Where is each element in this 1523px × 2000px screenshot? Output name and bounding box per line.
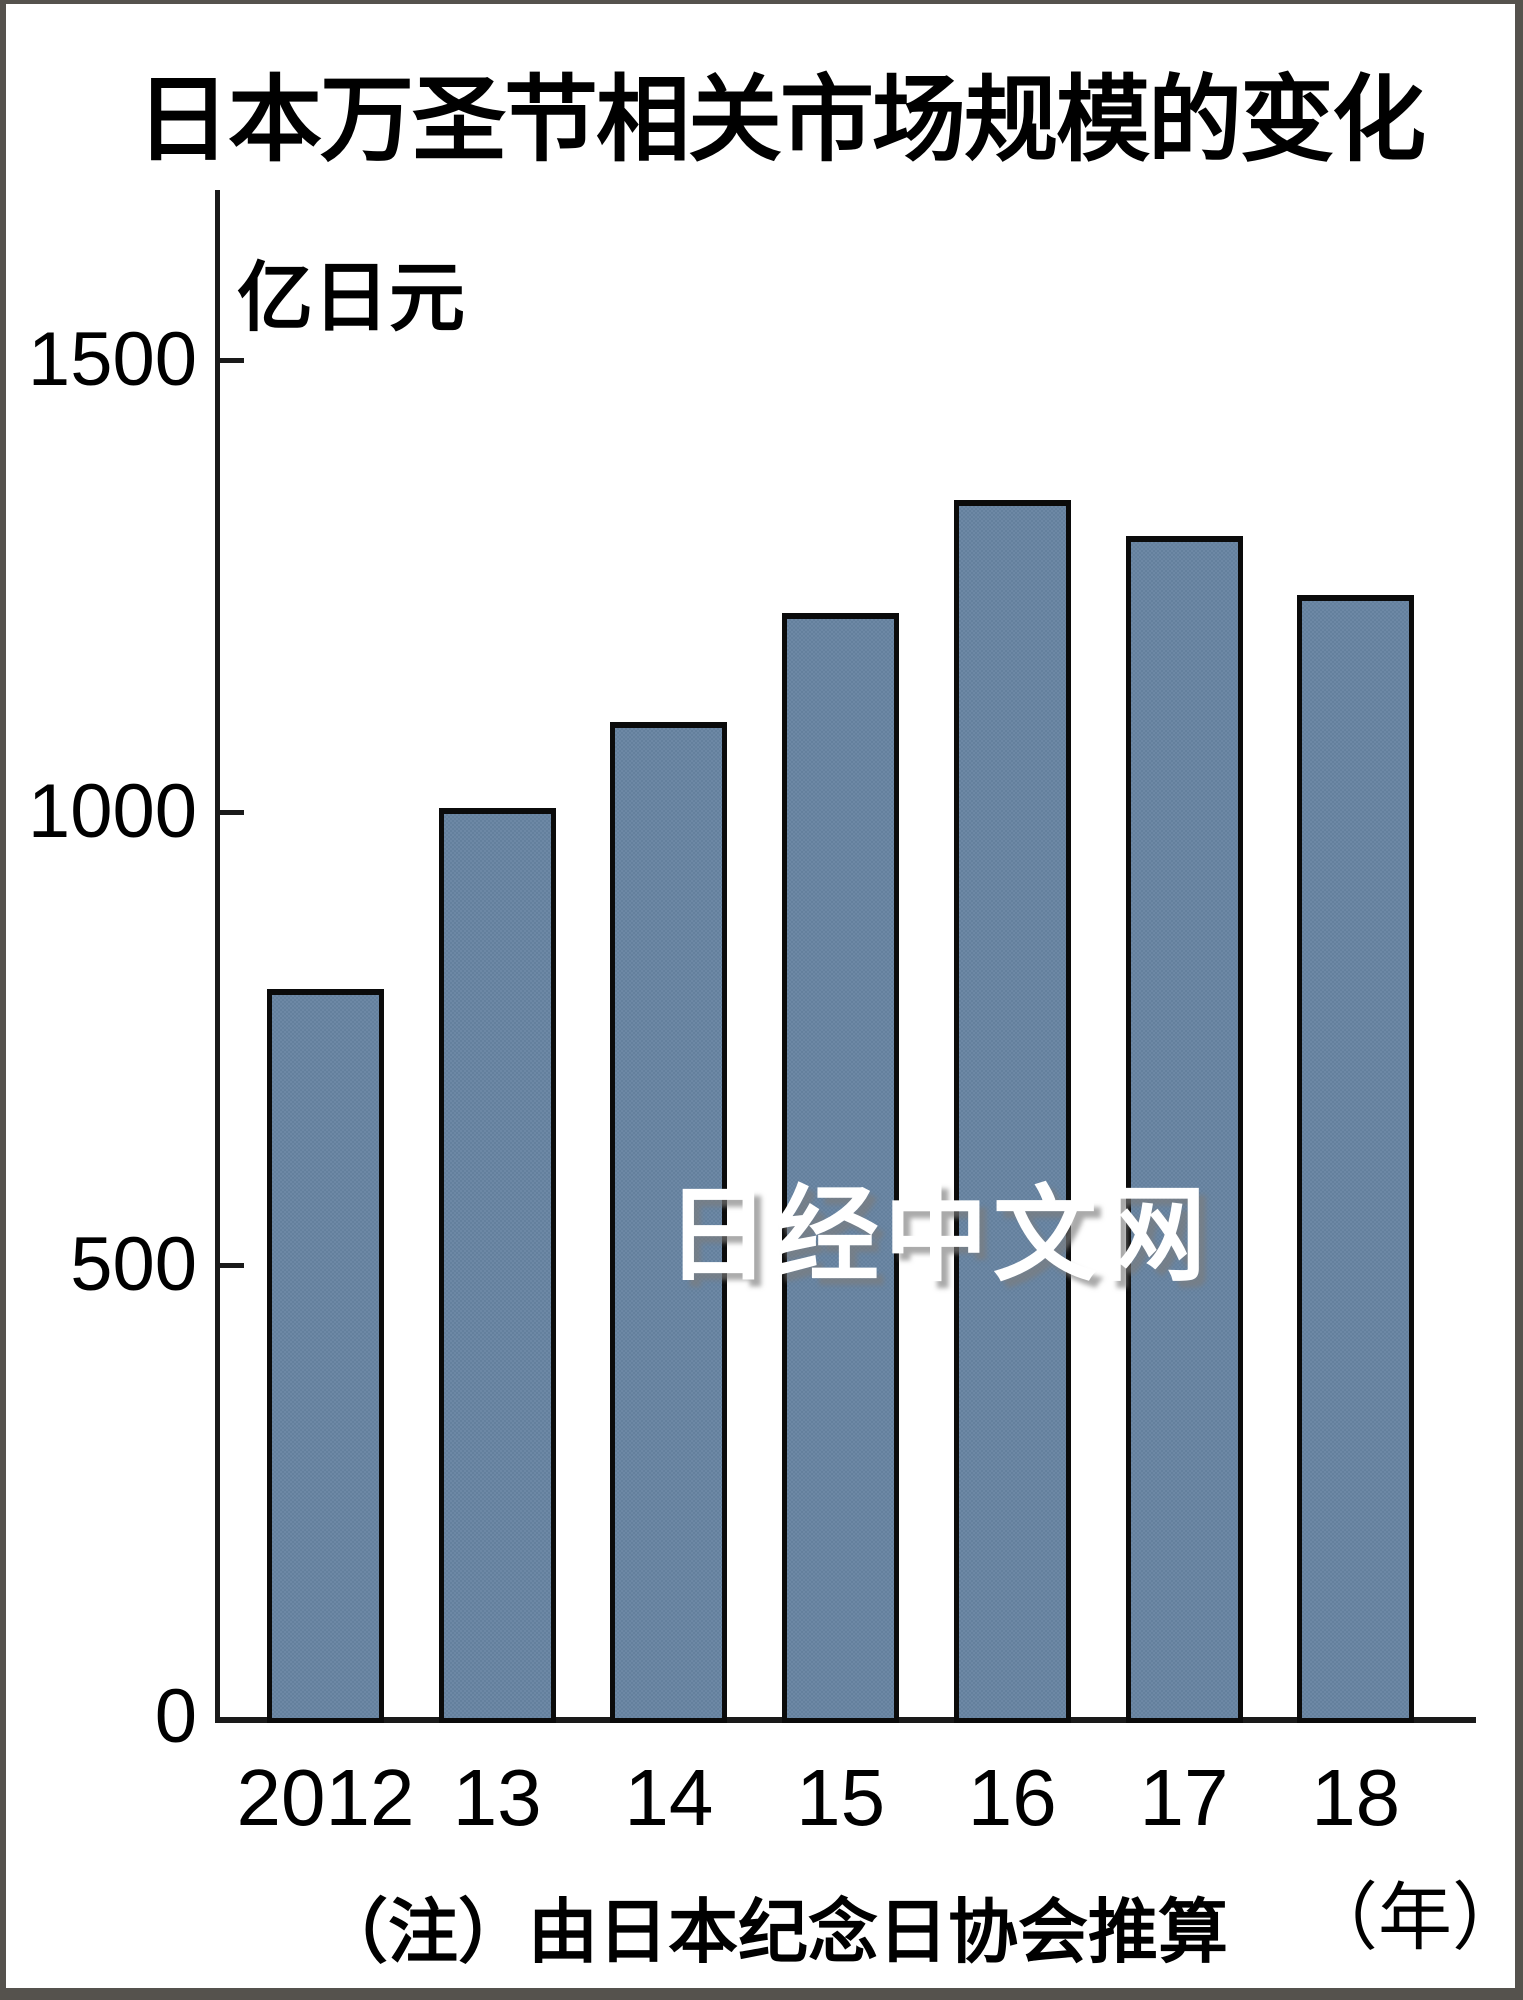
x-tick-label-15: 15 bbox=[796, 1753, 886, 1842]
y-tick-mark-500 bbox=[220, 1262, 244, 1268]
x-tick-label-16: 16 bbox=[967, 1753, 1057, 1842]
bar-13 bbox=[438, 807, 556, 1723]
x-tick-label-17: 17 bbox=[1139, 1753, 1229, 1842]
y-tick-label-500: 500 bbox=[70, 1221, 197, 1307]
y-tick-mark-1500 bbox=[220, 357, 244, 363]
source-note: （注）由日本纪念日协会推算 bbox=[318, 1893, 1228, 1971]
y-axis-line bbox=[215, 190, 220, 1723]
bar-2012 bbox=[267, 988, 384, 1723]
x-tick-label-14: 14 bbox=[624, 1753, 714, 1842]
bar-14 bbox=[610, 721, 728, 1723]
x-tick-label-18: 18 bbox=[1311, 1753, 1401, 1842]
watermark: 日经中文网 bbox=[666, 1178, 1212, 1294]
bar-16 bbox=[953, 500, 1071, 1723]
chart-title: 日本万圣节相关市场规模的变化 bbox=[136, 67, 1426, 172]
y-axis-unit-label: 亿日元 bbox=[237, 256, 465, 341]
y-tick-label-0: 0 bbox=[154, 1674, 197, 1759]
x-tick-label-2012: 2012 bbox=[236, 1753, 415, 1842]
x-tick-label-13: 13 bbox=[452, 1753, 542, 1842]
y-tick-mark-1000 bbox=[220, 810, 244, 816]
y-tick-label-1000: 1000 bbox=[27, 769, 197, 855]
x-axis-unit-label: （年） bbox=[1304, 1876, 1523, 1959]
y-tick-label-1500: 1500 bbox=[27, 316, 197, 402]
bar-18 bbox=[1297, 595, 1415, 1723]
bar-17 bbox=[1125, 536, 1243, 1723]
bar-15 bbox=[782, 613, 900, 1723]
